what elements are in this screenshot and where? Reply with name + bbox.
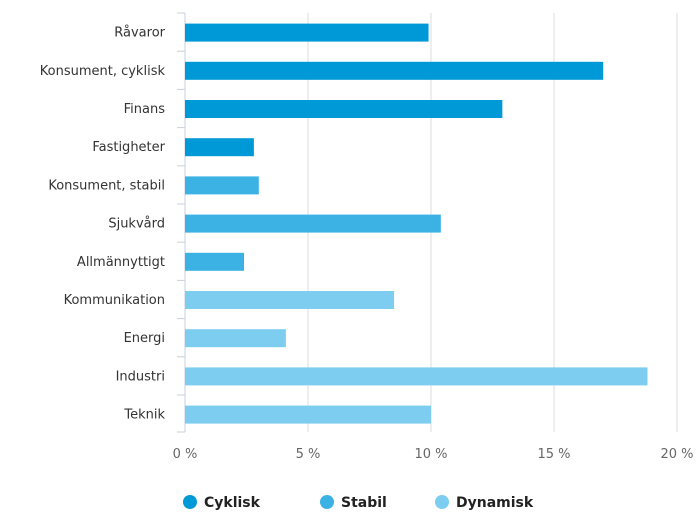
legend-item[interactable]: Dynamisk (435, 495, 534, 511)
category-label: Konsument, stabil (48, 178, 165, 193)
x-tick-label: 20 % (660, 447, 693, 462)
bar[interactable] (185, 291, 395, 309)
bar[interactable] (185, 252, 245, 271)
category-label: Finans (124, 102, 166, 117)
bar[interactable] (185, 138, 254, 157)
x-tick-labels: 0 % 5 % 10 % 15 % 20 % (173, 447, 694, 462)
bar[interactable] (185, 405, 431, 424)
category-label: Kommunikation (64, 293, 165, 308)
category-label: Allmännyttigt (77, 255, 165, 270)
legend-item[interactable]: Cyklisk (183, 495, 261, 511)
legend-label: Dynamisk (456, 495, 534, 511)
legend-item[interactable]: Stabil (320, 495, 387, 511)
bar[interactable] (185, 367, 648, 386)
x-tick-label: 5 % (296, 447, 321, 462)
category-label: Teknik (123, 408, 165, 423)
y-axis (177, 12, 186, 433)
legend: Cyklisk Stabil Dynamisk (183, 495, 534, 511)
legend-marker (320, 495, 334, 509)
bar[interactable] (185, 176, 259, 195)
legend-marker (435, 495, 449, 509)
category-label: Energi (124, 331, 165, 346)
category-label: Fastigheter (92, 140, 165, 155)
bar[interactable] (185, 23, 429, 42)
bar[interactable] (185, 61, 604, 80)
bar[interactable] (185, 214, 441, 233)
bar[interactable] (185, 329, 286, 348)
x-tick-label: 10 % (414, 447, 447, 462)
category-label: Konsument, cyklisk (40, 64, 166, 79)
category-label: Råvaror (114, 26, 165, 41)
category-labels: Råvaror Konsument, cyklisk Finans Fastighet… (40, 26, 166, 423)
legend-label: Stabil (341, 495, 387, 511)
bars (185, 23, 648, 424)
category-label: Sjukvård (108, 217, 165, 232)
x-tick-label: 0 % (173, 447, 198, 462)
category-label: Industri (116, 369, 165, 384)
legend-marker (183, 495, 197, 509)
legend-label: Cyklisk (204, 495, 261, 511)
bar[interactable] (185, 100, 503, 118)
x-tick-label: 15 % (537, 447, 570, 462)
